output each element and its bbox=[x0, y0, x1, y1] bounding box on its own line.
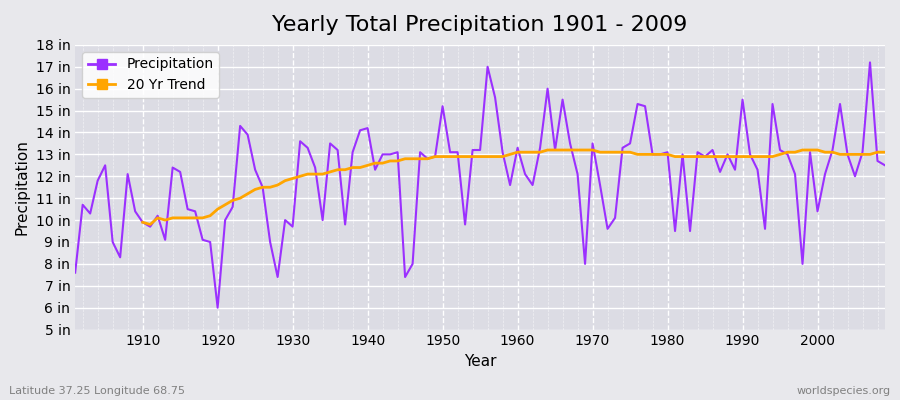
Legend: Precipitation, 20 Yr Trend: Precipitation, 20 Yr Trend bbox=[82, 52, 220, 98]
Text: Latitude 37.25 Longitude 68.75: Latitude 37.25 Longitude 68.75 bbox=[9, 386, 185, 396]
Precipitation bbox=[347, 150, 358, 154]
X-axis label: Year: Year bbox=[464, 354, 496, 369]
20 Yr Trend bbox=[145, 222, 156, 227]
Precipitation bbox=[302, 146, 313, 150]
Line: Precipitation: Precipitation bbox=[76, 62, 885, 308]
20 Yr Trend bbox=[857, 152, 868, 157]
20 Yr Trend bbox=[542, 148, 553, 152]
Y-axis label: Precipitation: Precipitation bbox=[15, 139, 30, 235]
Title: Yearly Total Precipitation 1901 - 2009: Yearly Total Precipitation 1901 - 2009 bbox=[273, 15, 688, 35]
20 Yr Trend bbox=[287, 176, 298, 181]
20 Yr Trend bbox=[595, 150, 606, 154]
20 Yr Trend bbox=[879, 150, 890, 154]
Precipitation bbox=[512, 146, 523, 150]
Precipitation bbox=[865, 60, 876, 65]
20 Yr Trend bbox=[138, 220, 148, 225]
20 Yr Trend bbox=[317, 172, 328, 176]
20 Yr Trend bbox=[527, 150, 538, 154]
Precipitation bbox=[130, 209, 140, 214]
Text: worldspecies.org: worldspecies.org bbox=[796, 386, 891, 396]
20 Yr Trend bbox=[834, 152, 845, 157]
Precipitation bbox=[519, 172, 530, 176]
Precipitation bbox=[212, 305, 223, 310]
Precipitation bbox=[70, 270, 81, 275]
Line: 20 Yr Trend: 20 Yr Trend bbox=[143, 150, 885, 224]
Precipitation bbox=[609, 216, 620, 220]
Precipitation bbox=[879, 163, 890, 168]
